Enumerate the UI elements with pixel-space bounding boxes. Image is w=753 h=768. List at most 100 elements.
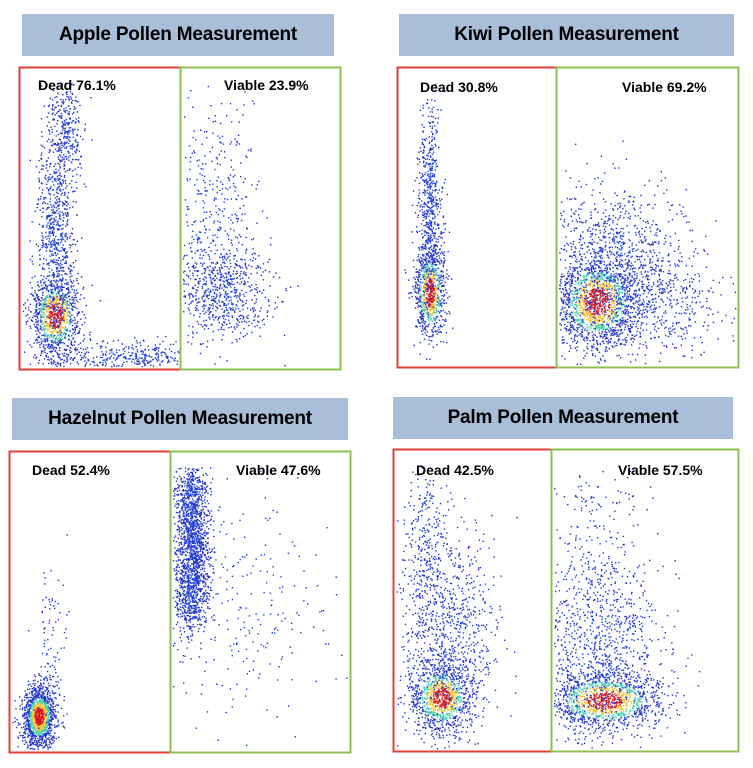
event-dot bbox=[52, 260, 54, 262]
event-dot bbox=[60, 234, 63, 236]
event-dot bbox=[40, 354, 42, 356]
event-dot bbox=[435, 159, 438, 161]
event-dot bbox=[46, 289, 48, 291]
event-dot bbox=[577, 328, 579, 330]
event-dot bbox=[35, 165, 38, 168]
event-dot bbox=[202, 254, 205, 257]
event-dot bbox=[429, 262, 431, 265]
event-dot bbox=[202, 295, 205, 297]
event-dot bbox=[46, 217, 48, 219]
event-dot bbox=[224, 151, 226, 153]
event-dot bbox=[430, 281, 433, 283]
event-dot bbox=[80, 276, 83, 278]
event-dot bbox=[172, 343, 175, 346]
event-dot bbox=[155, 348, 158, 350]
event-dot bbox=[256, 184, 258, 186]
event-dot bbox=[612, 309, 614, 312]
event-dot bbox=[156, 336, 159, 338]
event-dot bbox=[170, 343, 172, 346]
event-dot bbox=[49, 166, 51, 168]
event-dot bbox=[60, 194, 63, 196]
event-dot bbox=[435, 297, 437, 299]
event-dot bbox=[74, 128, 76, 130]
event-dot bbox=[193, 221, 195, 223]
event-dot bbox=[52, 355, 55, 357]
event-dot bbox=[99, 361, 102, 363]
event-dot bbox=[215, 156, 218, 159]
event-dot bbox=[225, 304, 228, 306]
event-dot bbox=[433, 261, 435, 263]
event-dot bbox=[44, 349, 46, 352]
event-dot bbox=[428, 279, 430, 282]
event-dot bbox=[431, 250, 434, 252]
event-dot bbox=[438, 211, 441, 213]
event-dot bbox=[230, 159, 232, 161]
event-dot bbox=[62, 308, 64, 311]
event-dot bbox=[205, 319, 207, 321]
event-dot bbox=[436, 255, 438, 258]
event-dot bbox=[47, 345, 49, 347]
event-dot bbox=[59, 183, 61, 185]
event-dot bbox=[47, 343, 49, 345]
event-dot bbox=[433, 318, 435, 321]
event-dot bbox=[67, 203, 69, 205]
event-dot bbox=[423, 268, 426, 271]
event-dot bbox=[196, 193, 199, 195]
event-dot bbox=[59, 321, 62, 324]
event-dot bbox=[598, 318, 601, 320]
event-dot bbox=[417, 285, 419, 287]
event-dot bbox=[75, 325, 78, 327]
event-dot bbox=[113, 363, 115, 366]
event-dot bbox=[424, 194, 426, 196]
event-dot bbox=[64, 110, 66, 112]
event-dot bbox=[432, 284, 434, 286]
event-dot bbox=[58, 205, 60, 207]
event-dot bbox=[38, 286, 40, 288]
event-dot bbox=[50, 313, 53, 315]
event-dot bbox=[50, 291, 53, 293]
event-dot bbox=[200, 323, 202, 326]
event-dot bbox=[221, 276, 223, 278]
event-dot bbox=[429, 279, 431, 281]
event-dot bbox=[213, 299, 216, 301]
event-dot bbox=[416, 158, 419, 160]
event-dot bbox=[429, 156, 432, 158]
event-dot bbox=[413, 288, 415, 290]
event-dot bbox=[167, 359, 170, 361]
event-dot bbox=[42, 316, 44, 319]
event-dot bbox=[225, 276, 227, 279]
event-dot bbox=[55, 266, 58, 269]
event-dot bbox=[96, 356, 98, 358]
event-dot bbox=[417, 216, 419, 218]
event-dot bbox=[40, 307, 42, 309]
event-dot bbox=[69, 347, 72, 349]
event-dot bbox=[428, 176, 430, 178]
event-dot bbox=[216, 289, 219, 291]
event-dot bbox=[221, 187, 224, 190]
event-dot bbox=[73, 111, 75, 114]
event-dot bbox=[71, 131, 74, 133]
event-dot bbox=[122, 349, 124, 351]
event-dot bbox=[56, 228, 59, 231]
event-dot bbox=[228, 255, 230, 258]
event-dot bbox=[188, 208, 190, 210]
event-dot bbox=[66, 283, 68, 285]
event-dot bbox=[87, 351, 90, 353]
event-dot bbox=[199, 343, 202, 345]
event-dot bbox=[220, 181, 222, 183]
event-dot bbox=[430, 317, 433, 320]
event-dot bbox=[39, 209, 41, 211]
event-dot bbox=[246, 228, 248, 230]
event-dot bbox=[424, 210, 426, 213]
event-dot bbox=[427, 283, 429, 286]
event-dot bbox=[41, 267, 44, 269]
event-dot bbox=[439, 203, 442, 206]
event-dot bbox=[64, 328, 66, 330]
event-dot bbox=[234, 266, 236, 269]
event-dot bbox=[51, 305, 54, 308]
event-dot bbox=[213, 298, 215, 300]
event-dot bbox=[203, 300, 206, 303]
event-dot bbox=[433, 298, 435, 301]
event-dot bbox=[423, 264, 426, 266]
event-dot bbox=[56, 331, 59, 334]
